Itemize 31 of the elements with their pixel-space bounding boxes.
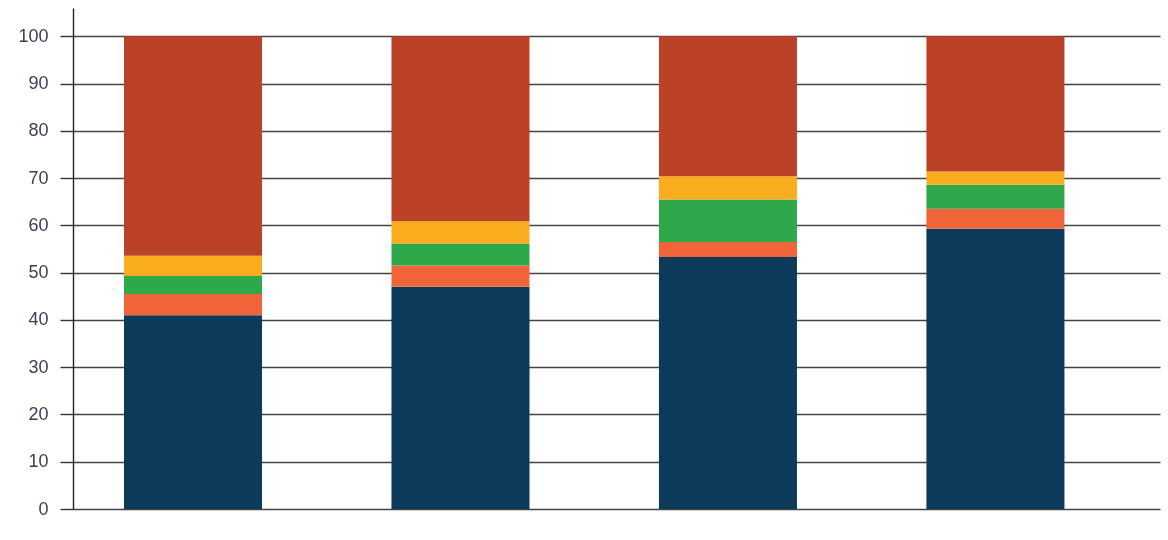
bar (391, 36, 530, 222)
y-tick-label: 60 (28, 214, 49, 235)
bar (926, 36, 1065, 172)
y-tick-label: 0 (38, 498, 49, 519)
y-tick-label: 50 (28, 262, 49, 283)
bar (926, 184, 1065, 209)
bar (124, 255, 263, 276)
y-tick-label: 10 (28, 451, 49, 472)
bar (124, 293, 263, 316)
bar (926, 208, 1065, 229)
y-tick-label: 80 (28, 120, 49, 141)
y-tick-label: 20 (28, 403, 49, 424)
bar (658, 176, 797, 200)
bar (658, 36, 797, 177)
y-tick-label: 100 (18, 25, 49, 46)
bar (391, 265, 530, 287)
bar (658, 199, 797, 242)
bar (658, 257, 797, 509)
y-tick-label: 90 (28, 73, 49, 94)
bar (926, 171, 1065, 185)
y-tick-label: 40 (28, 309, 49, 330)
bar (124, 275, 263, 294)
bar (926, 228, 1065, 509)
bar (658, 241, 797, 258)
bar (124, 315, 263, 509)
y-tick-label: 70 (28, 167, 49, 188)
bar (391, 243, 530, 266)
bar (391, 221, 530, 244)
bar (124, 36, 263, 256)
bar (391, 286, 530, 509)
y-tick-label: 30 (28, 356, 49, 377)
